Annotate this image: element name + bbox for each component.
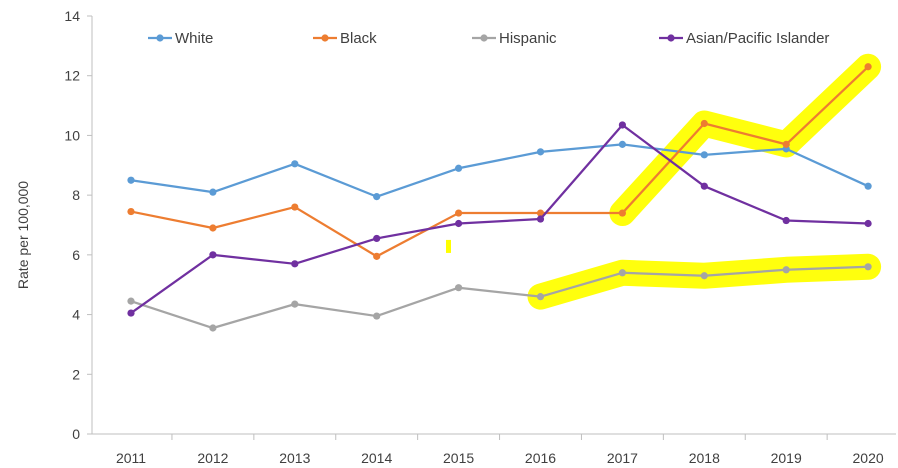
data-point-asian-pacific-islander [455, 219, 463, 228]
x-tick-label: 2017 [607, 450, 638, 466]
data-point-hispanic [455, 284, 463, 292]
legend-label: Black [340, 30, 377, 47]
legend-swatch-marker [156, 34, 164, 42]
data-point-white [127, 176, 135, 184]
data-point-hispanic [618, 269, 627, 277]
series-line-asian-pacific-islander [130, 123, 869, 314]
tick-labels: 0 2 4 6 8 10 12 14 2011 2012 2013 2014 2015 2016 2017 2… [64, 8, 883, 466]
data-point-asian-pacific-islander [373, 234, 381, 243]
legend-item-white: White [148, 30, 213, 47]
data-point-asian-pacific-islander [127, 309, 135, 317]
data-point-black [864, 63, 872, 71]
legend-item-black: Black [313, 30, 377, 47]
y-tick-label: 8 [72, 187, 80, 203]
data-point-asian-pacific-islander [209, 251, 217, 259]
legend-swatch-marker [480, 34, 488, 42]
data-point-asian-pacific-islander [864, 219, 872, 228]
data-point-black [455, 209, 463, 217]
data-point-hispanic [291, 300, 299, 308]
x-tick-label: 2014 [361, 450, 392, 466]
x-tick-label: 2015 [443, 450, 474, 466]
data-point-white [291, 160, 299, 168]
data-point-asian-pacific-islander [291, 260, 299, 268]
y-axis-title: Rate per 100,000 [15, 181, 31, 289]
data-point-white [373, 193, 381, 201]
series-asian-pacific-islander [127, 121, 872, 317]
data-point-hispanic [864, 263, 872, 271]
y-tick-label: 0 [72, 426, 80, 442]
legend-swatch-marker [321, 34, 329, 42]
data-point-white [700, 151, 708, 159]
series-lines [127, 63, 872, 332]
data-point-asian-pacific-islander [700, 182, 708, 190]
y-tick-label: 12 [64, 68, 80, 84]
data-point-hispanic [373, 312, 381, 320]
x-tick-label: 2019 [771, 450, 802, 466]
series-line-black [130, 65, 869, 258]
legend-label: White [175, 30, 213, 47]
x-tick-label: 2020 [853, 450, 884, 466]
data-point-black [209, 224, 217, 232]
data-point-white [864, 182, 872, 190]
data-point-hispanic [782, 266, 790, 274]
y-tick-label: 10 [64, 127, 80, 143]
x-tick-label: 2016 [525, 450, 556, 466]
x-tick-label: 2011 [116, 450, 146, 466]
data-point-white [618, 140, 627, 148]
data-point-black [782, 140, 790, 148]
series-black [127, 63, 872, 260]
data-point-asian-pacific-islander [782, 216, 790, 225]
y-tick-label: 6 [72, 247, 80, 263]
data-point-white [209, 188, 217, 196]
data-point-black [373, 252, 381, 260]
legend-item-asian-pacific-islander: Asian/Pacific Islander [659, 30, 829, 47]
y-tick-label: 4 [72, 307, 80, 323]
data-point-asian-pacific-islander [536, 215, 545, 223]
legend-label: Asian/Pacific Islander [686, 30, 829, 47]
legend-label: Hispanic [499, 30, 557, 47]
data-point-hispanic [127, 297, 135, 305]
data-point-hispanic [209, 324, 217, 332]
highlight-mark [609, 53, 882, 227]
axes [87, 15, 896, 440]
x-tick-label: 2018 [689, 450, 720, 466]
series-line-white [130, 143, 869, 198]
x-tick-label: 2013 [279, 450, 310, 466]
legend-item-hispanic: Hispanic [472, 30, 557, 47]
highlight-layer [446, 53, 882, 310]
data-point-black [291, 203, 299, 211]
data-point-black [618, 209, 627, 217]
series-hispanic [127, 263, 872, 332]
legend: White Black Hispanic Asian/Pacific Islander [148, 30, 829, 47]
data-point-black [700, 119, 708, 128]
data-point-white [536, 148, 545, 156]
highlight-mark-small [446, 239, 451, 253]
x-tick-label: 2012 [197, 450, 228, 466]
data-point-black [536, 209, 545, 217]
series-white [127, 140, 872, 201]
y-tick-label: 2 [72, 366, 80, 382]
data-point-hispanic [536, 293, 545, 301]
y-tick-label: 14 [64, 8, 80, 24]
series-line-hispanic [130, 265, 869, 330]
data-point-asian-pacific-islander [618, 121, 627, 129]
data-point-white [455, 164, 463, 172]
legend-swatch-marker [667, 34, 675, 42]
data-point-hispanic [700, 272, 708, 280]
data-point-black [127, 207, 135, 216]
